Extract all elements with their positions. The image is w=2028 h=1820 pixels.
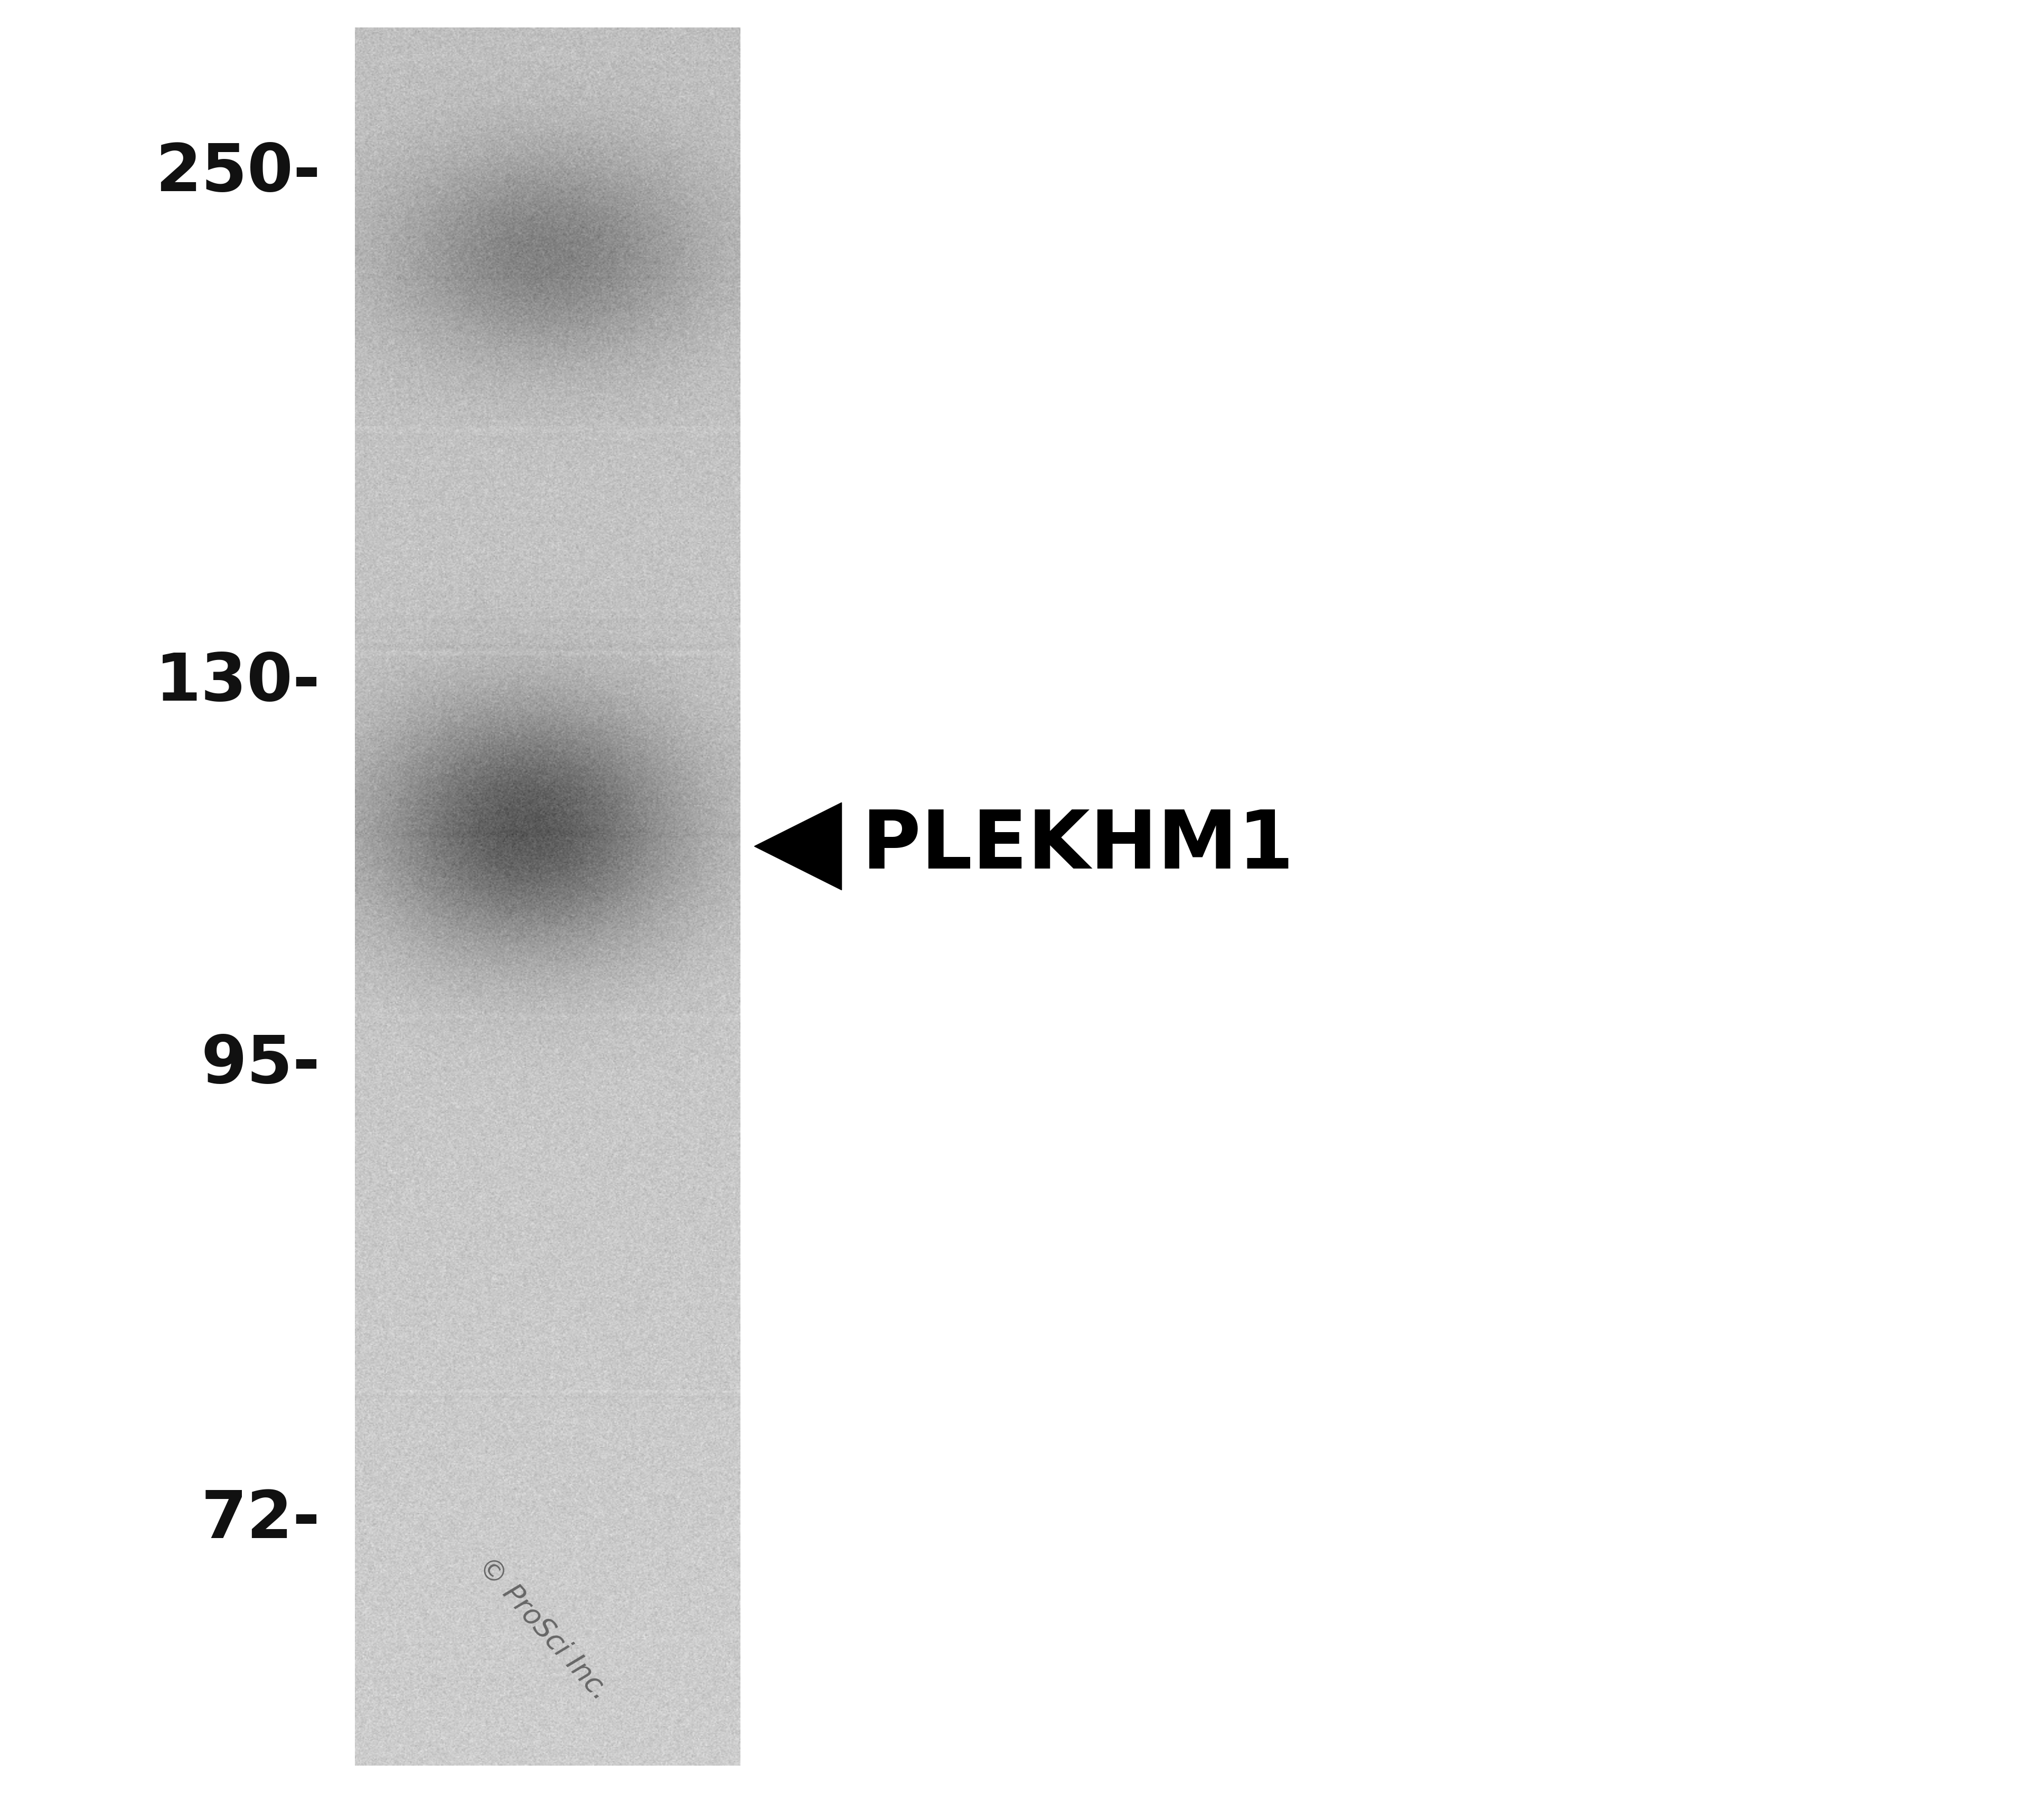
Text: 130-: 130- [156, 650, 320, 715]
Text: 72-: 72- [201, 1487, 320, 1552]
Text: PLEKHM1: PLEKHM1 [862, 806, 1294, 886]
Text: © ProSci Inc.: © ProSci Inc. [473, 1552, 614, 1705]
Text: 95-: 95- [201, 1032, 320, 1097]
Text: 250-: 250- [156, 140, 320, 206]
Polygon shape [754, 803, 842, 890]
